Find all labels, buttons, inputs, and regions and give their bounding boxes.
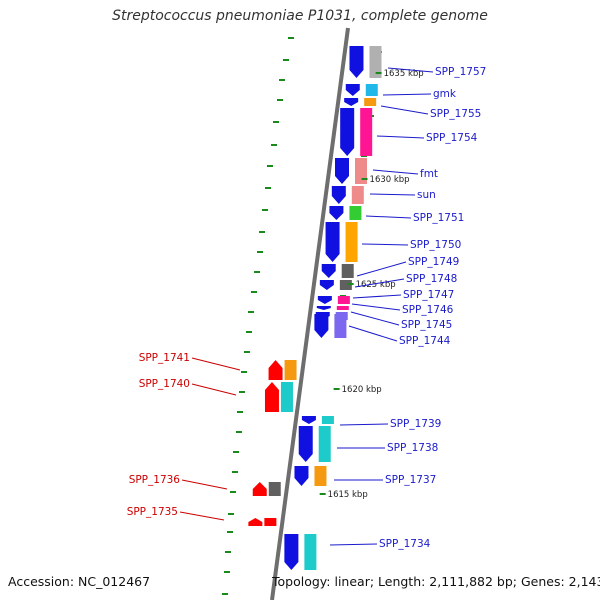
gene-arrow-spp-1734[interactable] xyxy=(284,534,299,570)
gene-label-spp-1740[interactable]: SPP_1740 xyxy=(139,378,190,390)
leader-line-spp-1746 xyxy=(351,303,401,311)
gene-arrow-spp-1754[interactable] xyxy=(340,108,355,156)
cog-block-spp-1736 xyxy=(268,482,281,496)
gene-label-spp-1734[interactable]: SPP_1734 xyxy=(379,538,431,550)
gene-arrow-spp-1755[interactable] xyxy=(344,98,359,106)
leader-line-spp-1747 xyxy=(352,294,402,299)
gene-arrow-spp-1738[interactable] xyxy=(298,426,313,462)
cog-block-spp-1738 xyxy=(318,426,331,462)
kbp-tick-label: 1615 kbp xyxy=(328,490,368,500)
gene-label-spp-1746[interactable]: SPP_1746 xyxy=(402,304,454,316)
cog-block-spp-1735 xyxy=(264,518,277,526)
cog-block-spp-1747 xyxy=(337,296,350,304)
gene-label-spp-1738[interactable]: SPP_1738 xyxy=(387,442,438,454)
cog-block-fmt xyxy=(355,158,367,184)
gene-label-gmk[interactable]: gmk xyxy=(433,88,457,100)
gene-label-fmt[interactable]: fmt xyxy=(420,168,438,180)
gene-arrow-spp-1748[interactable] xyxy=(319,280,334,290)
leader-line-spp-1741 xyxy=(191,357,241,371)
cog-block-spp-1746 xyxy=(336,306,349,310)
gene-arrow-spp-1746[interactable] xyxy=(316,306,331,310)
gene-arrow-fmt[interactable] xyxy=(335,158,349,184)
gene-label-spp-1741[interactable]: SPP_1741 xyxy=(139,352,190,364)
cog-block-spp-1748 xyxy=(339,280,352,290)
leader-line-spp-1751 xyxy=(365,215,412,219)
leader-line-gmk xyxy=(382,93,432,96)
cog-track xyxy=(264,46,382,570)
gene-label-spp-1736[interactable]: SPP_1736 xyxy=(129,474,181,486)
cog-block-spp-1740 xyxy=(280,382,293,412)
gene-arrow-spp-1749[interactable] xyxy=(321,264,336,278)
cog-block-spp-1751 xyxy=(349,206,362,220)
gene-label-spp-1748[interactable]: SPP_1748 xyxy=(406,273,457,285)
gene-arrow-spp-1750[interactable] xyxy=(325,222,340,262)
accession-label: Accession: NC_012467 xyxy=(8,574,151,589)
cog-block-spp-1749 xyxy=(341,264,354,278)
gene-arrow-spp-1739[interactable] xyxy=(301,416,316,424)
gene-label-spp-1737[interactable]: SPP_1737 xyxy=(385,474,436,486)
cog-block-sun xyxy=(351,186,364,204)
gene-arrow-spp-1744[interactable] xyxy=(314,314,329,338)
leader-line-spp-1735 xyxy=(179,511,225,521)
gc-content-track xyxy=(222,37,382,595)
leader-line-spp-1744 xyxy=(348,325,398,342)
gene-arrow-spp-1757[interactable] xyxy=(349,46,364,78)
gene-arrow-spp-1740[interactable] xyxy=(264,382,279,412)
cog-block-spp-1755 xyxy=(364,98,377,106)
leader-line-spp-1745 xyxy=(350,311,400,326)
cog-block-spp-1757 xyxy=(369,46,382,78)
gene-label-sun[interactable]: sun xyxy=(417,189,436,201)
cog-block-spp-1754 xyxy=(360,108,373,156)
gene-label-spp-1739[interactable]: SPP_1739 xyxy=(390,418,441,430)
cog-block-spp-1739 xyxy=(321,416,334,424)
leader-line-spp-1740 xyxy=(191,383,237,396)
genome-title: Streptococcus pneumoniae P1031, complete… xyxy=(112,8,488,24)
gene-arrow-spp-1747[interactable] xyxy=(317,296,332,304)
gene-label-spp-1757[interactable]: SPP_1757 xyxy=(435,66,486,78)
gene-arrow-spp-1741[interactable] xyxy=(268,360,283,380)
cog-block-spp-1744 xyxy=(334,314,347,338)
gene-label-spp-1745[interactable]: SPP_1745 xyxy=(401,319,452,331)
leader-line-spp-1748 xyxy=(354,278,405,288)
cog-block-spp-1734 xyxy=(304,534,317,570)
leader-line-spp-1734 xyxy=(329,543,378,546)
cog-block-gmk xyxy=(365,84,378,96)
gene-arrow-spp-1737[interactable] xyxy=(294,466,309,486)
gene-arrow-sun[interactable] xyxy=(331,186,346,204)
leader-line-spp-1749 xyxy=(356,261,407,277)
leader-line-spp-1750 xyxy=(361,243,409,246)
kbp-tick-label: 1630 kbp xyxy=(370,175,410,185)
gene-label-spp-1749[interactable]: SPP_1749 xyxy=(408,256,459,268)
leader-line-fmt xyxy=(372,169,419,175)
gene-label-spp-1744[interactable]: SPP_1744 xyxy=(399,335,451,347)
gene-arrow-spp-1751[interactable] xyxy=(329,206,344,220)
cog-block-spp-1750 xyxy=(345,222,358,262)
leader-line-spp-1736 xyxy=(181,479,228,490)
kbp-tick-label: 1620 kbp xyxy=(342,385,382,395)
leader-line-spp-1755 xyxy=(380,105,429,115)
topology-label: Topology: linear; Length: 2,111,882 bp; … xyxy=(272,574,600,589)
cog-block-spp-1737 xyxy=(314,466,327,486)
leader-line-sun xyxy=(369,193,416,196)
kbp-tick-label: 1635 kbp xyxy=(384,69,424,79)
gene-label-spp-1751[interactable]: SPP_1751 xyxy=(413,212,464,224)
cog-block-spp-1741 xyxy=(284,360,297,380)
kbp-tick-label: 1625 kbp xyxy=(356,280,396,290)
genome-backbone xyxy=(270,27,350,600)
gene-arrow-gmk[interactable] xyxy=(345,84,360,96)
gene-label-spp-1735[interactable]: SPP_1735 xyxy=(127,506,178,518)
gene-label-spp-1747[interactable]: SPP_1747 xyxy=(403,289,454,301)
leader-line-spp-1739 xyxy=(339,423,389,426)
gene-track xyxy=(248,46,364,570)
gene-label-spp-1755[interactable]: SPP_1755 xyxy=(430,108,481,120)
kbp-ticks: 1635 kbp 1630 kbp 1625 kbp 1620 kbp 1615 kbp xyxy=(319,69,424,500)
gene-arrow-spp-1736[interactable] xyxy=(252,482,267,496)
leader-line-spp-1754 xyxy=(376,135,425,139)
gene-arrow-spp-1735[interactable] xyxy=(248,518,263,526)
gene-label-spp-1750[interactable]: SPP_1750 xyxy=(410,239,461,251)
gene-label-spp-1754[interactable]: SPP_1754 xyxy=(426,132,478,144)
leader-line-spp-1757 xyxy=(387,67,434,73)
